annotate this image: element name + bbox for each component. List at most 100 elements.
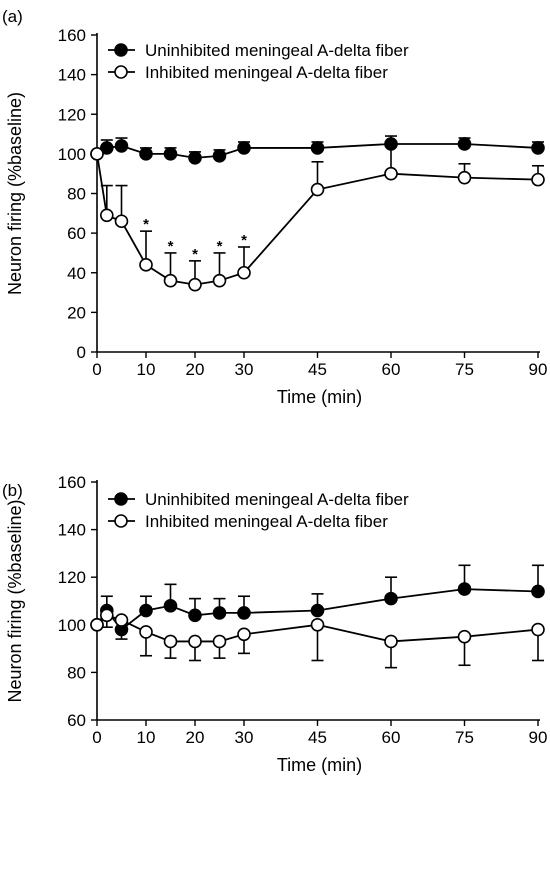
data-point: [237, 265, 251, 280]
x-tick-label: 90: [529, 360, 548, 379]
significance-star: *: [217, 238, 223, 255]
data-point: [384, 634, 398, 649]
data-point: [384, 166, 398, 181]
panel-label: (a): [2, 7, 23, 26]
data-point: [237, 606, 251, 620]
data-point: [310, 603, 325, 618]
y-tick-label: 140: [58, 66, 86, 85]
data-point: [531, 584, 545, 599]
y-tick-label: 120: [58, 568, 86, 587]
data-point: [212, 606, 227, 620]
significance-star: *: [143, 216, 149, 233]
data-point: [531, 622, 545, 637]
data-point: [100, 208, 114, 223]
data-point: [384, 591, 398, 606]
x-axis-title: Time (min): [277, 755, 362, 775]
legend: Uninhibited meningeal A-delta fiber Inhib…: [108, 490, 409, 531]
legend-label: Inhibited meningeal A-delta fiber: [145, 63, 388, 82]
y-tick-label: 100: [58, 145, 86, 164]
series-inhibited: [90, 608, 545, 669]
x-tick-label: 75: [455, 360, 474, 379]
data-point: [188, 634, 202, 649]
x-tick-label: 10: [137, 728, 156, 747]
legend-marker: [114, 514, 128, 528]
data-point: [114, 214, 129, 229]
data-point: [531, 172, 545, 187]
data-point: [212, 149, 227, 163]
y-tick-label: 60: [67, 711, 86, 730]
y-axis-title: Neuron firing (%baseline): [5, 499, 25, 702]
data-point: [188, 151, 202, 165]
data-point: [139, 258, 153, 272]
data-point: [90, 617, 104, 632]
data-point: [114, 139, 129, 153]
y-tick-label: 100: [58, 616, 86, 635]
data-point: [163, 598, 178, 613]
data-point: [114, 613, 129, 627]
x-tick-label: 10: [137, 360, 156, 379]
data-point: [457, 582, 472, 596]
legend-label: Uninhibited meningeal A-delta fiber: [145, 490, 409, 509]
legend-label: Inhibited meningeal A-delta fiber: [145, 512, 388, 531]
significance-star: *: [192, 246, 198, 263]
data-point: [163, 273, 178, 288]
x-tick-label: 45: [308, 360, 327, 379]
series-uninhibited: [90, 135, 545, 165]
y-tick-label: 80: [67, 185, 86, 204]
data-point: [457, 629, 472, 644]
legend-marker: [114, 492, 128, 506]
data-point: [310, 141, 325, 155]
y-tick-label: 120: [58, 105, 86, 124]
y-axis-title: Neuron firing (%baseline): [5, 92, 25, 295]
significance-star: *: [241, 232, 247, 249]
data-point: [139, 147, 153, 161]
x-tick-label: 30: [235, 360, 254, 379]
data-point: [188, 277, 202, 292]
data-point: [310, 617, 325, 632]
data-point: [163, 634, 178, 649]
y-tick-label: 60: [67, 224, 86, 243]
x-axis-title: Time (min): [277, 387, 362, 407]
data-point: [139, 603, 153, 618]
legend: Uninhibited meningeal A-delta fiber Inhib…: [108, 41, 409, 82]
legend-marker: [114, 43, 128, 57]
data-point: [212, 273, 227, 288]
chart-panel-b: (b) 60 80 100 120 140 160 0 10 20 30 45 60 75 90 Time (…: [2, 473, 547, 775]
data-point: [100, 141, 114, 155]
y-tick-label: 40: [67, 264, 86, 283]
x-tick-label: 0: [92, 728, 101, 747]
x-tick-label: 60: [382, 360, 401, 379]
data-point: [457, 137, 472, 151]
panel-label: (b): [2, 481, 23, 500]
legend-label: Uninhibited meningeal A-delta fiber: [145, 41, 409, 60]
x-tick-label: 90: [529, 728, 548, 747]
x-tick-label: 75: [455, 728, 474, 747]
data-point: [139, 625, 153, 639]
x-tick-label: 0: [92, 360, 101, 379]
significance-star: *: [168, 238, 174, 255]
x-tick-label: 45: [308, 728, 327, 747]
data-point: [237, 627, 251, 642]
data-point: [90, 147, 104, 161]
y-tick-label: 140: [58, 521, 86, 540]
y-tick-label: 0: [77, 343, 86, 362]
data-point: [237, 141, 251, 155]
y-tick-label: 80: [67, 663, 86, 682]
data-point: [457, 170, 472, 185]
x-tick-label: 60: [382, 728, 401, 747]
y-tick-label: 160: [58, 26, 86, 45]
x-tick-label: 20: [186, 728, 205, 747]
chart-panel-a: (a) 0 20 40 60 80 100 120 140 160 0 10 20 30 45 60 75 90 T…: [2, 7, 547, 407]
series-inhibited: [90, 143, 545, 292]
y-tick-label: 160: [58, 473, 86, 492]
data-point: [212, 634, 227, 649]
x-tick-label: 20: [186, 360, 205, 379]
y-tick-label: 20: [67, 303, 86, 322]
data-point: [310, 182, 325, 197]
data-point: [188, 608, 202, 623]
data-point: [163, 147, 178, 161]
legend-marker: [114, 65, 128, 79]
data-point: [100, 608, 114, 623]
